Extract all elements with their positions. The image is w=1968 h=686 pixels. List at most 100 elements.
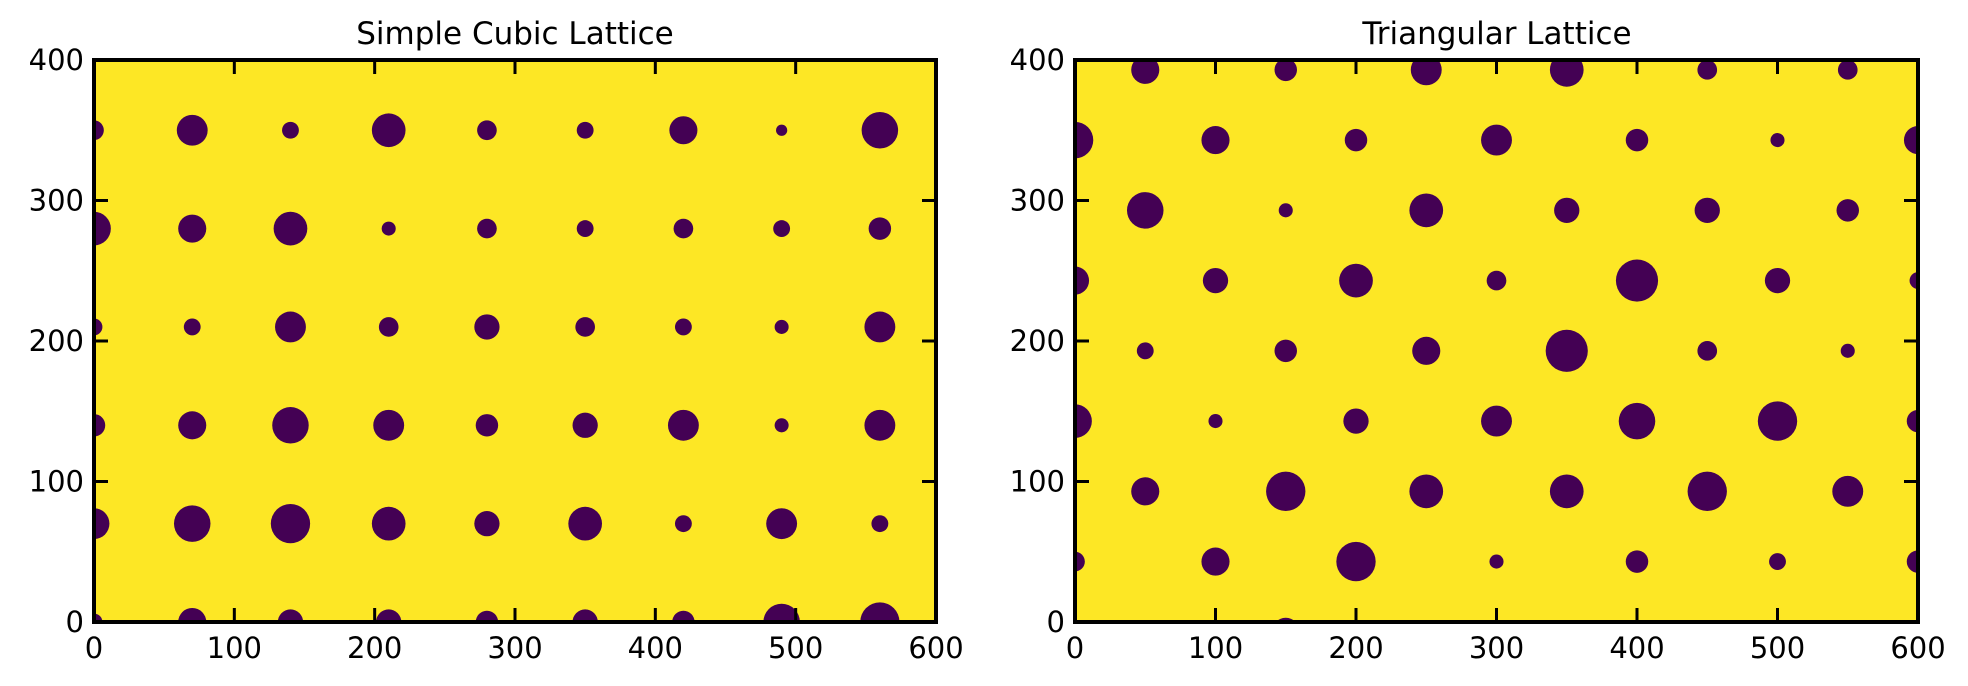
data-point <box>1769 553 1786 571</box>
data-point <box>864 311 896 343</box>
data-point <box>282 121 299 139</box>
data-point <box>1278 203 1293 218</box>
data-point <box>1694 197 1720 223</box>
data-point <box>1697 60 1718 80</box>
data-point <box>1339 263 1373 298</box>
data-point <box>94 613 103 622</box>
data-point <box>176 114 208 146</box>
x-tick-label: 300 <box>487 631 542 665</box>
data-point <box>1266 471 1306 512</box>
data-point <box>1906 409 1918 433</box>
data-point <box>275 311 306 343</box>
data-point <box>178 411 207 440</box>
data-point <box>672 610 695 622</box>
data-point <box>576 220 594 238</box>
data-point <box>1840 343 1855 358</box>
data-point <box>1274 60 1297 82</box>
data-point <box>1131 60 1160 84</box>
data-point <box>474 511 500 537</box>
data-point <box>1615 259 1659 302</box>
data-point <box>1770 133 1785 148</box>
data-point <box>378 317 399 337</box>
y-tick-label: 300 <box>29 184 84 218</box>
data-point <box>1343 408 1369 434</box>
data-point <box>1481 124 1512 156</box>
data-point <box>774 319 789 334</box>
data-point <box>1201 547 1230 576</box>
x-tick-label: 200 <box>347 631 402 665</box>
data-point <box>1909 272 1918 290</box>
x-tick-label: 200 <box>1328 631 1383 665</box>
data-point <box>272 407 309 444</box>
data-point <box>1618 402 1656 440</box>
x-tick-label: 500 <box>768 631 823 665</box>
y-tick-label: 300 <box>1010 184 1065 218</box>
data-point <box>674 318 692 336</box>
data-point <box>1336 541 1376 582</box>
data-point <box>1764 267 1791 294</box>
data-point <box>94 508 110 540</box>
x-tick-label: 600 <box>1890 631 1945 665</box>
data-point <box>1481 405 1512 437</box>
plot-area: 0 100 200 300 400 500 600 0 100 200 300 400 <box>1010 43 1946 665</box>
data-point <box>674 515 692 533</box>
data-point <box>1075 121 1094 159</box>
data-point <box>1486 270 1507 291</box>
data-point <box>376 609 402 622</box>
data-point <box>1416 622 1436 642</box>
data-point <box>1545 329 1588 372</box>
data-point <box>273 211 308 246</box>
data-point <box>1131 477 1160 506</box>
data-point <box>1489 554 1504 569</box>
data-point <box>270 504 311 544</box>
data-point <box>178 607 207 622</box>
data-point <box>178 214 207 243</box>
x-tick-label: 0 <box>1066 631 1084 665</box>
data-point <box>381 221 396 236</box>
data-point <box>94 318 103 336</box>
data-point <box>864 409 896 441</box>
data-point <box>1075 551 1085 572</box>
data-point <box>1409 193 1444 228</box>
data-point <box>1549 60 1584 87</box>
y-tick-label: 100 <box>1010 465 1065 499</box>
data-point <box>371 506 406 541</box>
data-point <box>477 120 497 141</box>
data-point <box>1757 401 1798 441</box>
data-point <box>477 218 497 239</box>
data-point <box>371 113 406 148</box>
data-point <box>1837 60 1858 80</box>
data-point <box>575 317 595 337</box>
data-point <box>1412 336 1441 365</box>
data-point <box>774 418 789 433</box>
data-point <box>1903 126 1918 155</box>
data-point <box>673 218 694 239</box>
data-point <box>1549 474 1584 509</box>
data-point <box>1410 60 1442 86</box>
data-point <box>94 211 111 246</box>
data-point <box>766 508 798 540</box>
x-tick-label: 300 <box>1469 631 1524 665</box>
data-point <box>94 414 106 437</box>
data-point <box>173 505 211 542</box>
x-tick-label: 600 <box>908 631 963 665</box>
markers <box>94 112 900 622</box>
data-point <box>1202 267 1229 294</box>
data-point <box>1208 414 1223 429</box>
data-point <box>572 412 598 438</box>
data-point <box>1126 192 1164 229</box>
y-tick-label: 0 <box>1047 605 1065 639</box>
data-point <box>1687 471 1727 512</box>
data-point <box>871 515 889 533</box>
x-tick-label: 400 <box>1609 631 1664 665</box>
data-point <box>576 121 594 139</box>
y-tick-label: 400 <box>29 43 84 77</box>
data-point <box>572 609 598 622</box>
data-point <box>1625 128 1649 152</box>
simple-cubic-lattice-plot: Simple Cubic Lattice 0 100 200 300 400 500 600… <box>29 16 964 665</box>
x-tick-label: 400 <box>628 631 683 665</box>
data-point <box>868 217 892 240</box>
data-point <box>1136 342 1154 360</box>
y-tick-label: 0 <box>66 605 84 639</box>
